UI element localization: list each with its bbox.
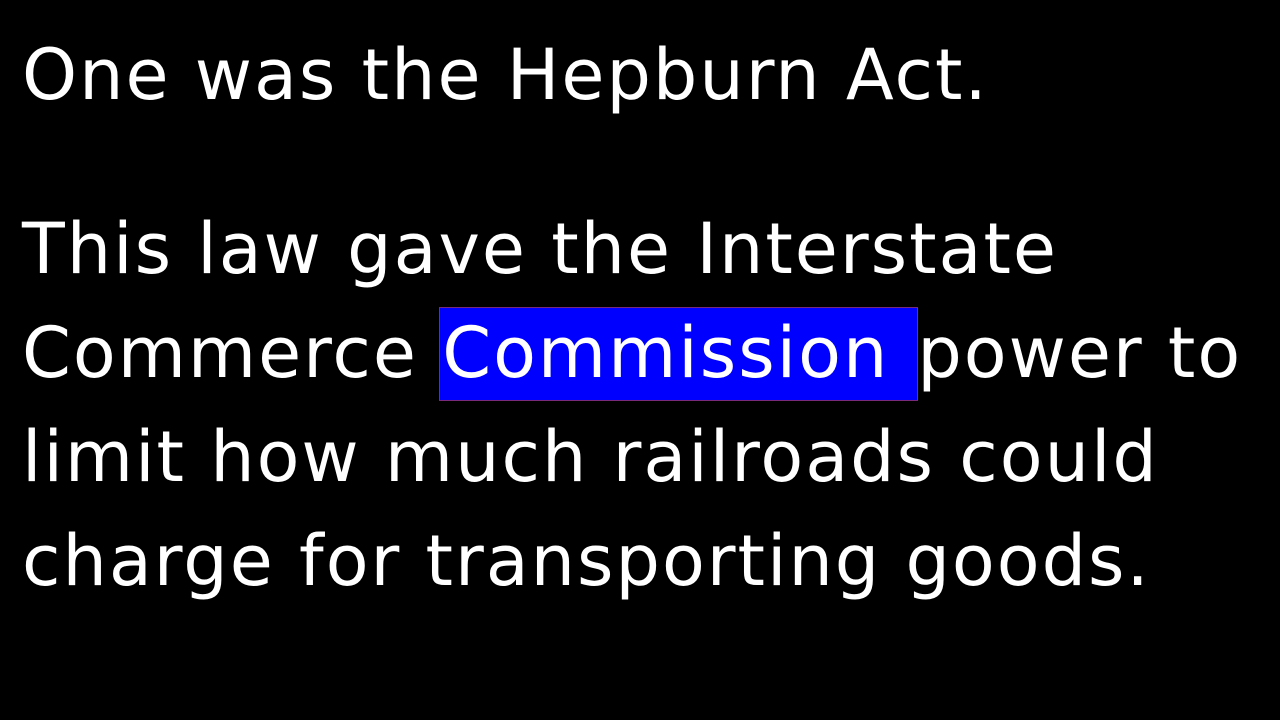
caption-line-4: limit how much railroads could (22, 416, 1159, 498)
caption-line-3-start: Commerce (22, 312, 443, 394)
caption-line-3-end: power to (917, 312, 1243, 394)
caption-line-2: This law gave the Interstate (22, 208, 1058, 290)
caption-line-3: Commerce Commission power to (22, 307, 1242, 401)
caption-line-1: One was the Hepburn Act. (22, 34, 989, 116)
caption-line-5: charge for transporting goods. (22, 520, 1151, 602)
highlighted-word: Commission (439, 307, 919, 401)
